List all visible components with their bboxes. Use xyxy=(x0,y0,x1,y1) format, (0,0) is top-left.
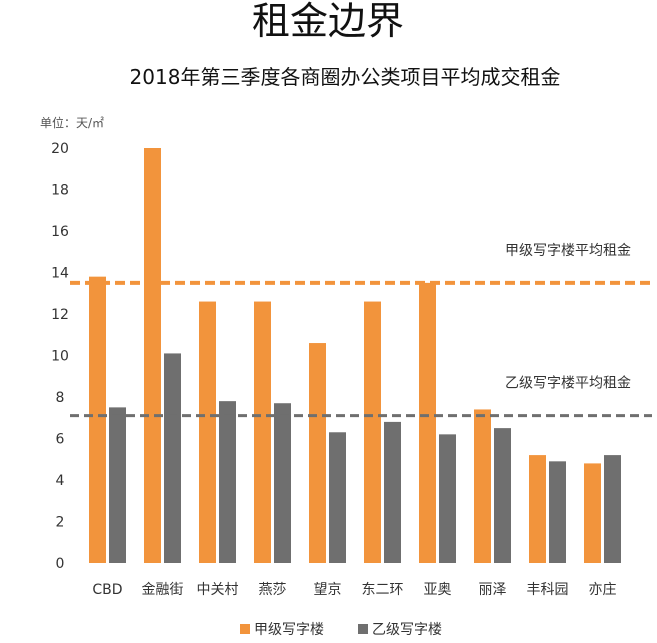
legend-swatch-grade-a xyxy=(240,624,250,634)
bar-grade-a-5 xyxy=(364,301,381,563)
y-tick-label: 0 xyxy=(56,556,65,572)
bar-grade-b-8 xyxy=(549,461,566,563)
legend-label-grade-a: 甲级写字楼 xyxy=(254,622,324,638)
x-tick-label: 丰科园 xyxy=(527,582,569,598)
unit-label: 单位：天/㎡ xyxy=(40,115,104,130)
bar-grade-a-2 xyxy=(199,301,216,563)
legend: 甲级写字楼 乙级写字楼 xyxy=(240,622,442,638)
y-tick-label: 4 xyxy=(56,473,65,489)
x-tick-label: CBD xyxy=(92,582,122,598)
bar-grade-b-1 xyxy=(164,353,181,563)
main-title: 租金边界 xyxy=(252,0,404,43)
bar-grade-b-2 xyxy=(219,401,236,563)
x-tick-label: 丽泽 xyxy=(479,582,507,598)
bar-grade-a-1 xyxy=(144,148,161,563)
y-tick-label: 20 xyxy=(51,141,69,157)
bar-grade-b-9 xyxy=(604,455,621,563)
y-tick-label: 8 xyxy=(56,390,65,406)
bar-grade-b-5 xyxy=(384,421,401,563)
bar-grade-a-4 xyxy=(309,343,326,563)
x-tick-label: 燕莎 xyxy=(259,582,287,598)
reference-label-grade-b: 乙级写字楼平均租金 xyxy=(505,376,631,392)
reference-label-grade-a: 甲级写字楼平均租金 xyxy=(505,243,631,259)
y-tick-label: 14 xyxy=(51,266,69,282)
y-axis: 0 2 4 6 8 10 12 14 16 18 20 xyxy=(51,141,69,572)
bar-grade-a-6 xyxy=(419,282,436,563)
x-tick-label: 金融街 xyxy=(142,582,184,598)
x-tick-label: 望京 xyxy=(314,582,342,598)
x-tick-label: 东二环 xyxy=(362,582,404,598)
bar-grade-b-3 xyxy=(274,403,291,563)
bar-grade-b-7 xyxy=(494,428,511,563)
bar-grade-b-6 xyxy=(439,434,456,563)
legend-label-grade-b: 乙级写字楼 xyxy=(372,622,442,638)
x-tick-label: 亦庄 xyxy=(589,581,617,598)
y-tick-label: 10 xyxy=(51,349,69,365)
bar-grade-b-0 xyxy=(109,407,126,563)
bar-grade-a-3 xyxy=(254,301,271,563)
bar-grade-a-8 xyxy=(529,455,546,563)
bars-group xyxy=(89,148,621,563)
y-tick-label: 2 xyxy=(56,515,65,531)
x-axis: CBD 金融街 中关村 燕莎 望京 东二环 亚奥 丽泽 丰科园 亦庄 xyxy=(92,581,616,598)
bar-grade-a-0 xyxy=(89,276,106,563)
y-tick-label: 12 xyxy=(51,307,69,323)
y-tick-label: 18 xyxy=(51,183,69,199)
chart-subtitle: 2018年第三季度各商圈办公类项目平均成交租金 xyxy=(130,65,561,89)
legend-swatch-grade-b xyxy=(358,624,368,634)
bar-grade-b-4 xyxy=(329,432,346,563)
y-tick-label: 6 xyxy=(56,432,65,448)
y-tick-label: 16 xyxy=(51,224,69,240)
x-tick-label: 亚奥 xyxy=(424,581,452,598)
bar-grade-a-7 xyxy=(474,409,491,563)
bar-grade-a-9 xyxy=(584,463,601,563)
x-tick-label: 中关村 xyxy=(197,582,239,598)
